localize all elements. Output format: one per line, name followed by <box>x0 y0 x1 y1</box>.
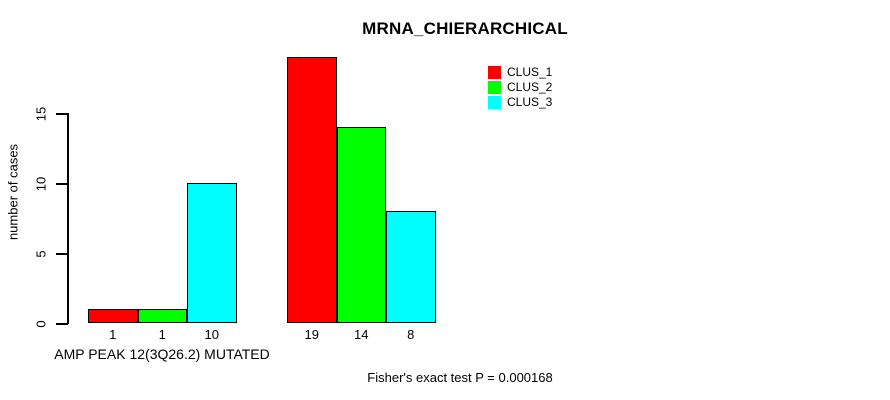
bar-clus_2-group1 <box>137 309 187 323</box>
y-axis-line <box>67 113 69 324</box>
legend-swatch-icon <box>488 66 501 79</box>
y-axis-tick <box>56 183 68 185</box>
y-tick-label: 15 <box>33 106 49 122</box>
annotation-fisher-test: Fisher's exact test P = 0.000168 <box>367 370 553 385</box>
bar-value-label: 1 <box>109 327 117 342</box>
y-axis-tick <box>56 113 68 115</box>
bar-clus_3-group2 <box>386 211 436 323</box>
bar-value-label: 10 <box>204 327 219 342</box>
legend-label: CLUS_1 <box>507 65 553 79</box>
legend-item-clus_3: CLUS_3 <box>488 95 552 110</box>
x-axis-title: AMP PEAK 12(3Q26.2) MUTATED <box>54 346 270 362</box>
legend-label: CLUS_3 <box>507 95 553 109</box>
y-tick-label: 5 <box>33 250 49 258</box>
y-tick-label: 10 <box>33 176 49 192</box>
bar-value-label: 14 <box>354 327 369 342</box>
legend-item-clus_1: CLUS_1 <box>488 65 552 80</box>
bar-clus_3-group1 <box>187 183 237 323</box>
y-tick-label: 0 <box>33 320 49 328</box>
bar-clus_2-group2 <box>336 127 386 323</box>
bar-value-label: 1 <box>158 327 166 342</box>
bar-clus_1-group2 <box>287 57 337 323</box>
bar-value-label: 19 <box>304 327 319 342</box>
y-axis-tick <box>56 253 68 255</box>
bar-clus_1-group1 <box>88 309 138 323</box>
legend-swatch-icon <box>488 96 501 109</box>
legend-label: CLUS_2 <box>507 80 553 94</box>
bar-value-label: 8 <box>407 327 415 342</box>
chart-title: MRNA_CHIERARCHICAL <box>362 19 568 38</box>
legend-swatch-icon <box>488 81 501 94</box>
y-axis-title: number of cases <box>5 143 21 241</box>
y-axis-tick <box>56 323 68 325</box>
legend: CLUS_1 CLUS_2 CLUS_3 <box>488 65 552 110</box>
legend-item-clus_2: CLUS_2 <box>488 80 552 95</box>
